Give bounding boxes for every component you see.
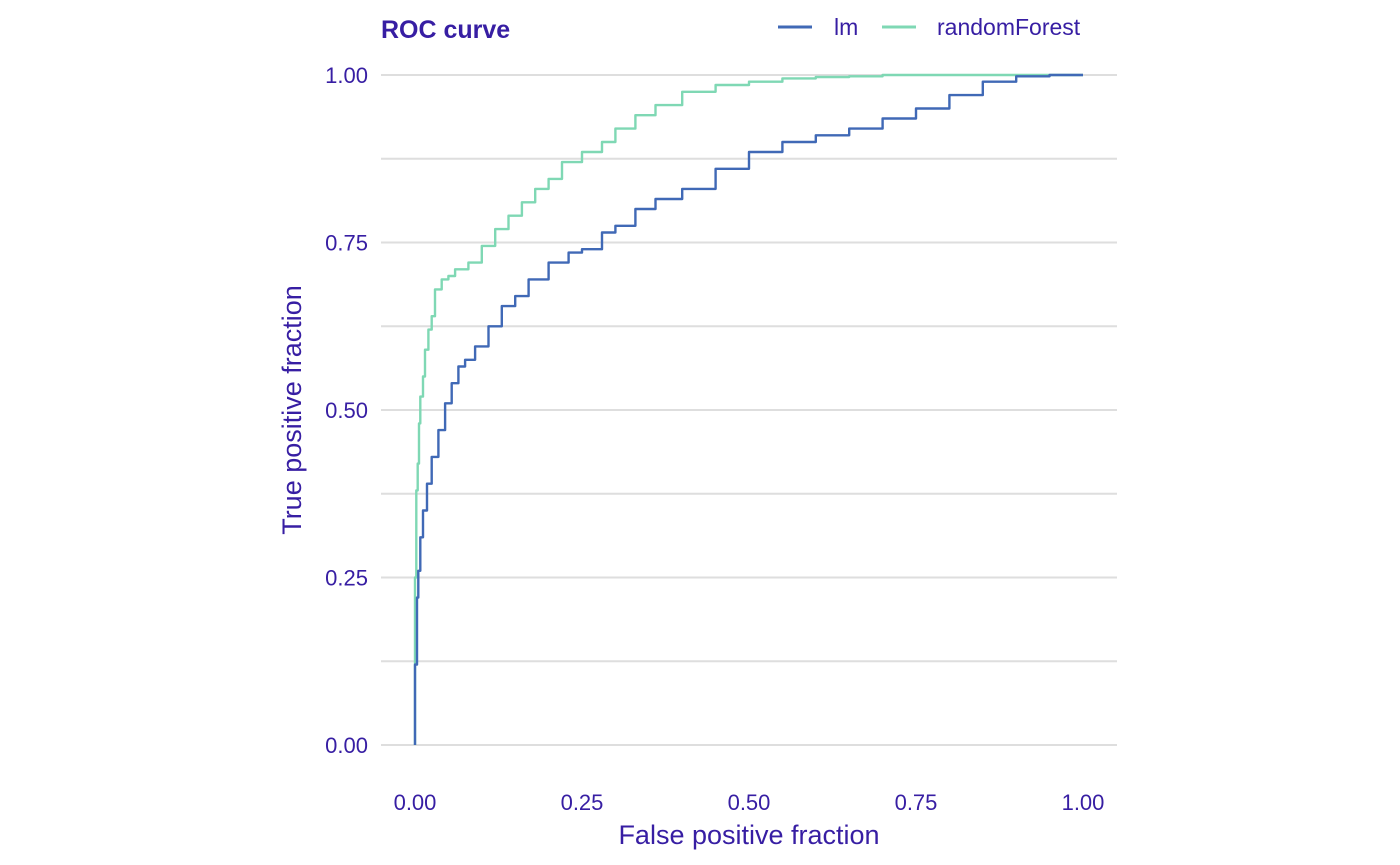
y-tick-label: 0.25 (325, 566, 368, 591)
chart-title: ROC curve (381, 16, 510, 44)
series-lines (413, 73, 1083, 745)
y-tick-label: 1.00 (325, 63, 368, 88)
y-tick-label: 0.00 (325, 733, 368, 758)
y-tick-labels: 0.00 0.25 0.50 0.75 1.00 (325, 63, 368, 758)
legend: lm randomForest (778, 14, 1081, 40)
x-axis-title: False positive fraction (618, 820, 879, 850)
y-tick-label: 0.75 (325, 231, 368, 256)
series-line-lm (413, 73, 1083, 745)
grid-lines (381, 74, 1117, 746)
x-tick-label: 0.25 (561, 790, 604, 815)
x-tick-label: 0.75 (895, 790, 938, 815)
x-tick-labels: 0.00 0.25 0.50 0.75 1.00 (394, 790, 1105, 815)
y-axis-title: True positive fraction (277, 285, 307, 535)
legend-label-randomforest: randomForest (937, 14, 1081, 40)
legend-label-lm: lm (834, 14, 858, 40)
y-tick-label: 0.50 (325, 398, 368, 423)
x-tick-label: 1.00 (1062, 790, 1105, 815)
series-line-randomforest (413, 73, 1083, 745)
x-tick-label: 0.00 (394, 790, 437, 815)
x-tick-label: 0.50 (728, 790, 771, 815)
